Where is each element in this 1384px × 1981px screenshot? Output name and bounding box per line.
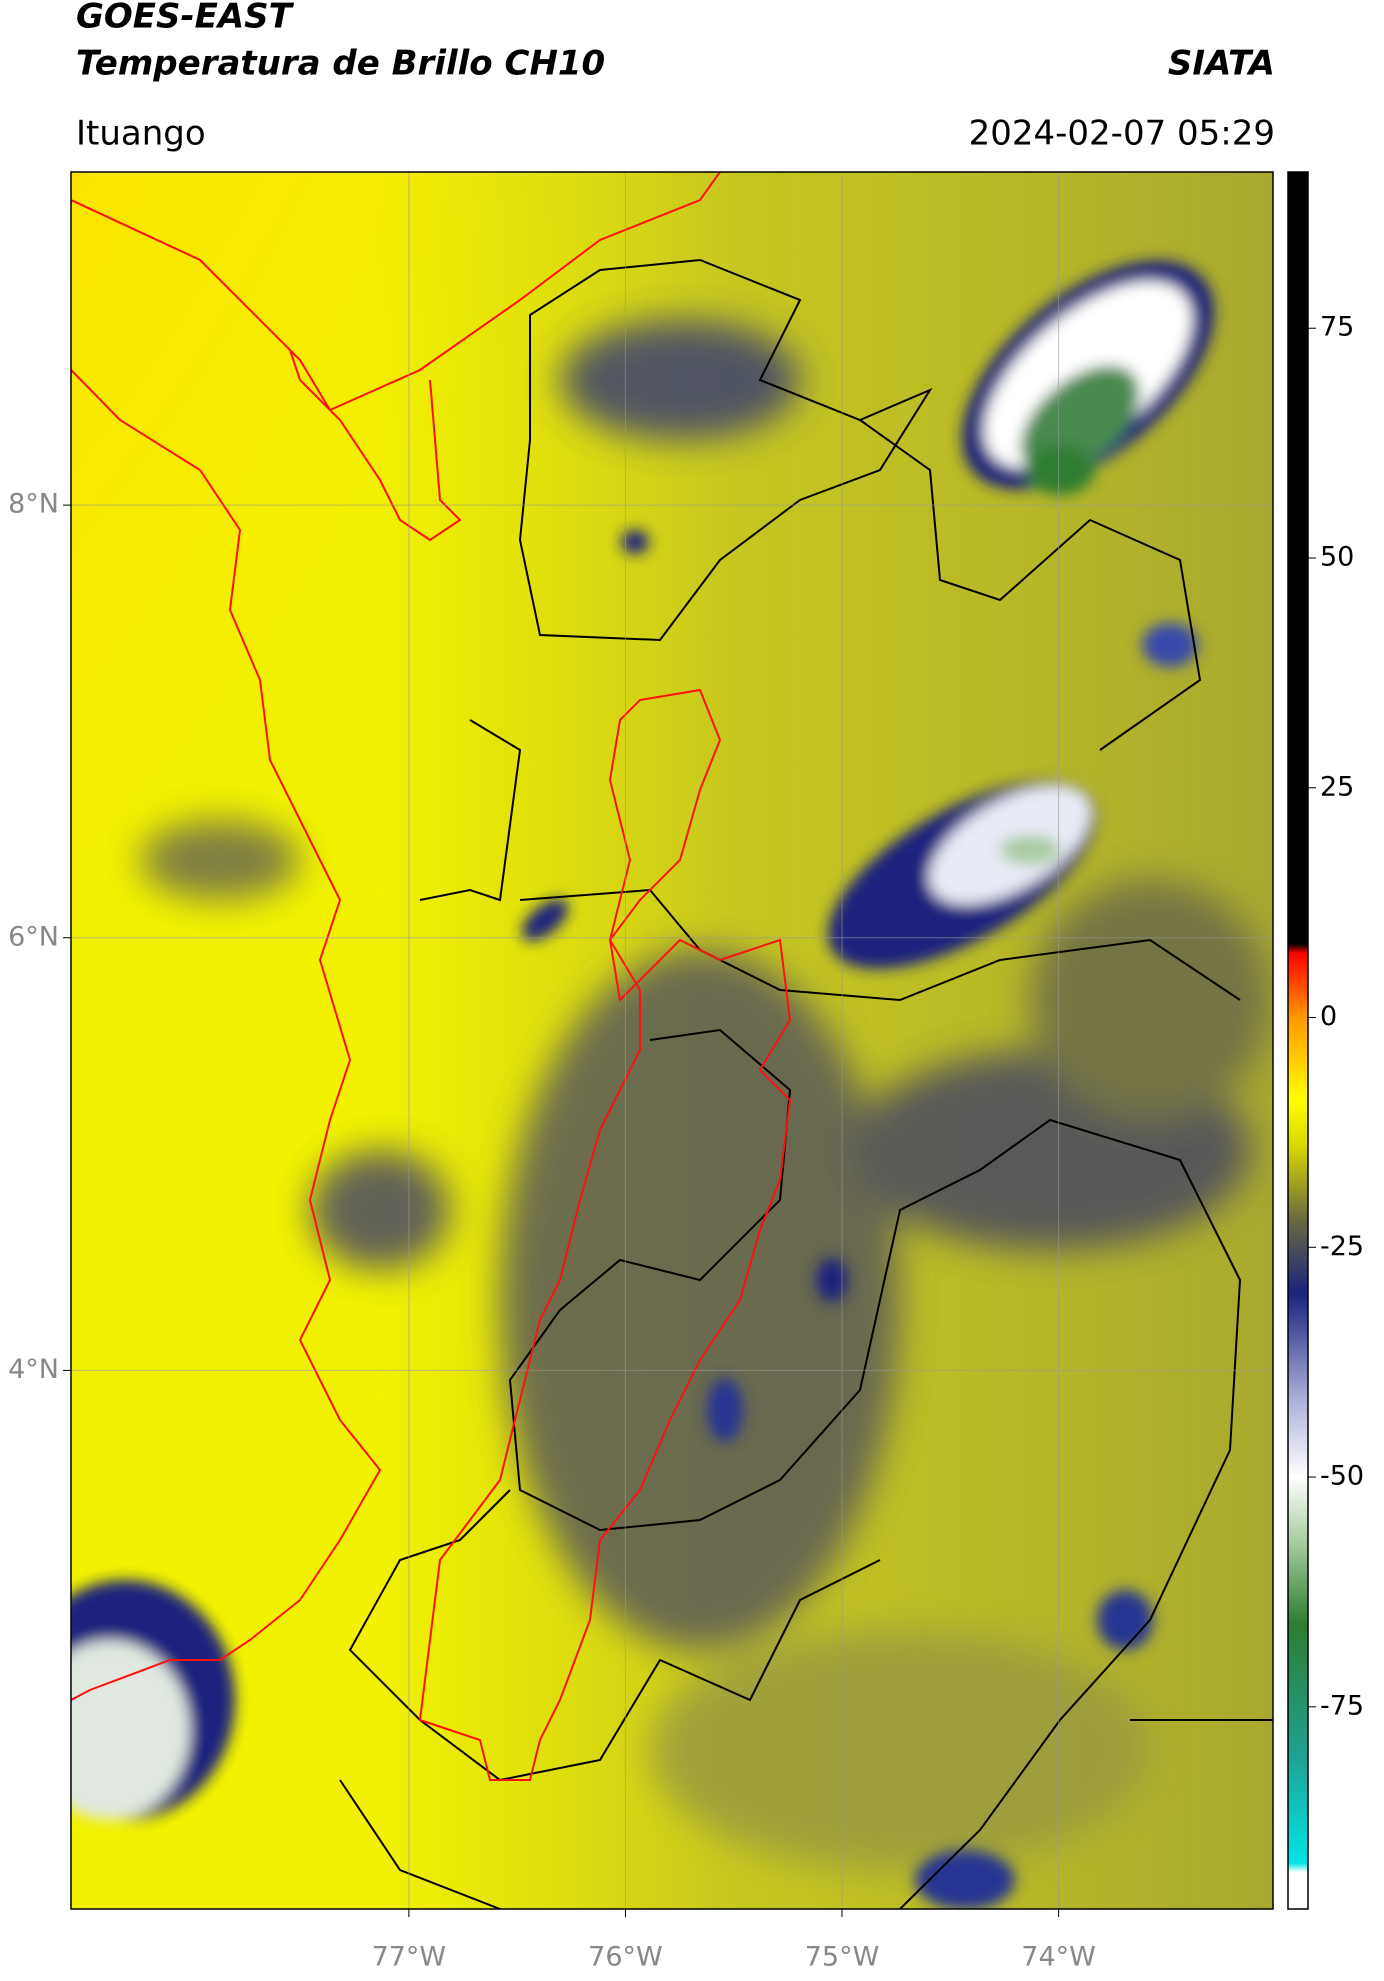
y-tick-label: 4°N bbox=[8, 1354, 59, 1385]
x-tick-label: 75°W bbox=[805, 1942, 880, 1973]
colorbar-tick-label: -25 bbox=[1320, 1231, 1364, 1262]
colorbar-tick-label: 25 bbox=[1320, 771, 1354, 802]
colorbar bbox=[1287, 171, 1309, 1910]
y-tick-label: 6°N bbox=[8, 921, 59, 952]
x-tick-label: 77°W bbox=[372, 1942, 447, 1973]
source: SIATA bbox=[1168, 44, 1275, 84]
colorbar-tick-label: 0 bbox=[1320, 1001, 1337, 1032]
datetime: 2024-02-07 05:29 bbox=[969, 114, 1275, 154]
colorbar-tick-label: -75 bbox=[1320, 1690, 1364, 1721]
colorbar-tick-label: 50 bbox=[1320, 542, 1354, 573]
map-image bbox=[71, 172, 1273, 1909]
y-tick-label: 8°N bbox=[8, 489, 59, 520]
x-tick-label: 76°W bbox=[588, 1942, 663, 1973]
subtitle: Temperatura de Brillo CH10 bbox=[76, 44, 605, 84]
x-tick-label: 74°W bbox=[1021, 1942, 1096, 1973]
location: Ituango bbox=[76, 114, 206, 154]
map-frame bbox=[70, 171, 1274, 1910]
title: GOES-EAST bbox=[76, 0, 295, 37]
colorbar-tick-label: -50 bbox=[1320, 1461, 1364, 1492]
colorbar-tick-label: 75 bbox=[1320, 312, 1354, 343]
